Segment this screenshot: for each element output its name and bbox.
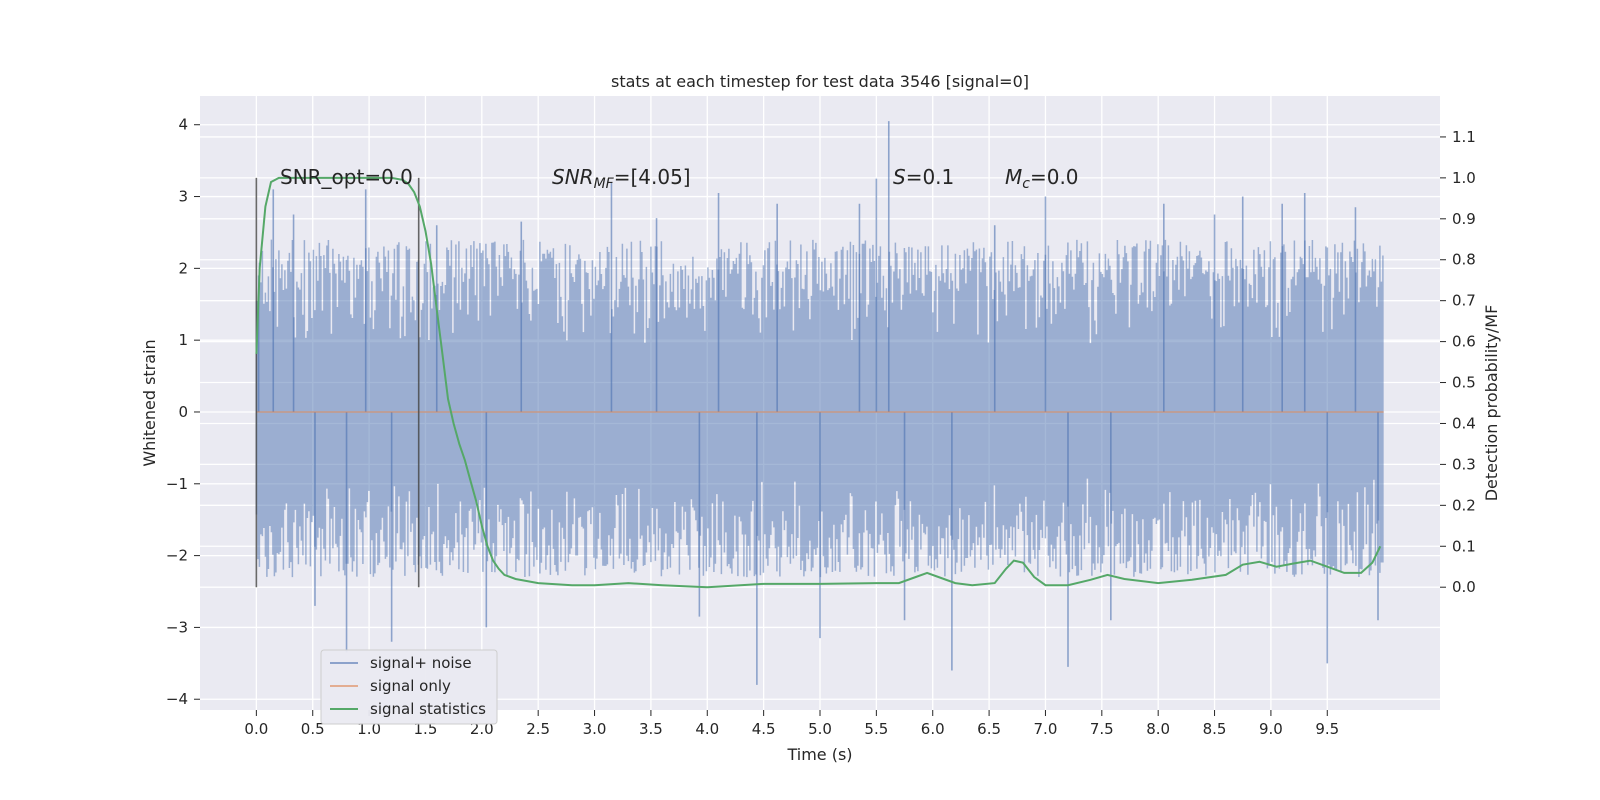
y-tick-label: −2 <box>166 547 188 565</box>
y2-tick-label: 0.4 <box>1452 414 1476 432</box>
x-tick-label: 0.5 <box>301 720 325 738</box>
legend: signal+ noise signal only signal statist… <box>320 649 498 725</box>
y-tick-label: 0 <box>178 403 188 421</box>
x-tick-label: 0.0 <box>244 720 268 738</box>
series-signal-noise <box>255 121 1384 685</box>
y-tick-label: 1 <box>178 331 188 349</box>
statistics-line <box>255 176 1382 589</box>
legend-label-signal-noise: signal+ noise <box>370 654 472 672</box>
annotation-mc: Mc=0.0 <box>1005 165 1079 192</box>
y-tick-label: −4 <box>166 690 188 708</box>
y-axis-label: Whitened strain <box>140 339 159 466</box>
x-tick-label: 7.5 <box>1090 720 1114 738</box>
annotation-mc-main: M <box>1005 165 1022 189</box>
y2-axis-label: Detection probability/MF <box>1482 305 1501 502</box>
x-tick-label: 6.0 <box>921 720 945 738</box>
annotation-snr-mf-sub: MF <box>594 176 615 192</box>
annotation-snr-mf: SNRMF=[4.05] <box>552 165 691 192</box>
x-tick-label: 4.5 <box>752 720 776 738</box>
x-axis-label: Time (s) <box>786 745 852 764</box>
x-tick-label: 9.5 <box>1315 720 1339 738</box>
x-tick-label: 5.5 <box>864 720 888 738</box>
y2-tick-label: 0.9 <box>1452 210 1476 228</box>
annotation-mc-value: =0.0 <box>1030 165 1079 189</box>
y2-tick-label: 0.5 <box>1452 374 1476 392</box>
annotation-snr-mf-value: =[4.05] <box>614 165 691 189</box>
y-tick-label: 4 <box>178 116 188 134</box>
y2-tick-label: 0.0 <box>1452 578 1476 596</box>
y2-tick-label: 0.1 <box>1452 537 1476 555</box>
y-axis-ticks: 4 3 2 1 0 −1 −2 −3 −4 <box>166 116 200 708</box>
annotation-s: S=0.1 <box>893 165 954 189</box>
legend-label-signal-statistics: signal statistics <box>370 700 486 718</box>
x-tick-label: 4.0 <box>695 720 719 738</box>
annotation-mc-sub: c <box>1022 176 1030 192</box>
annotation-s-value: =0.1 <box>906 165 955 189</box>
y-tick-label: −3 <box>166 618 188 636</box>
x-tick-label: 9.0 <box>1259 720 1283 738</box>
chart-title: stats at each timestep for test data 354… <box>611 72 1029 91</box>
y2-tick-label: 0.7 <box>1452 292 1476 310</box>
y2-tick-label: 1.0 <box>1452 169 1476 187</box>
x-tick-label: 8.0 <box>1146 720 1170 738</box>
y-tick-label: 3 <box>178 188 188 206</box>
x-tick-label: 8.5 <box>1203 720 1227 738</box>
legend-box <box>320 649 498 725</box>
window-lines <box>255 177 420 588</box>
y2-axis-ticks: 1.1 1.0 0.9 0.8 0.7 0.6 0.5 0.4 0.3 0.2 0.1 0.0 <box>1440 128 1476 596</box>
series-signal-statistics <box>255 176 1382 589</box>
x-tick-label: 2.5 <box>526 720 550 738</box>
x-tick-label: 3.0 <box>583 720 607 738</box>
y2-tick-label: 0.8 <box>1452 251 1476 269</box>
x-tick-label: 3.5 <box>639 720 663 738</box>
annotation-snr-mf-main: SNR <box>552 165 594 189</box>
legend-label-signal-only: signal only <box>370 677 451 695</box>
x-tick-label: 5.0 <box>808 720 832 738</box>
y2-tick-label: 0.3 <box>1452 455 1476 473</box>
y2-tick-label: 1.1 <box>1452 128 1476 146</box>
annotation-snr-opt: SNR_opt=0.0 <box>280 165 413 189</box>
x-tick-label: 6.5 <box>977 720 1001 738</box>
x-tick-label: 7.0 <box>1034 720 1058 738</box>
y-tick-label: −1 <box>166 475 188 493</box>
y-tick-label: 2 <box>178 259 188 277</box>
annotation-s-main: S <box>893 165 906 189</box>
y2-tick-label: 0.2 <box>1452 496 1476 514</box>
y2-tick-label: 0.6 <box>1452 333 1476 351</box>
